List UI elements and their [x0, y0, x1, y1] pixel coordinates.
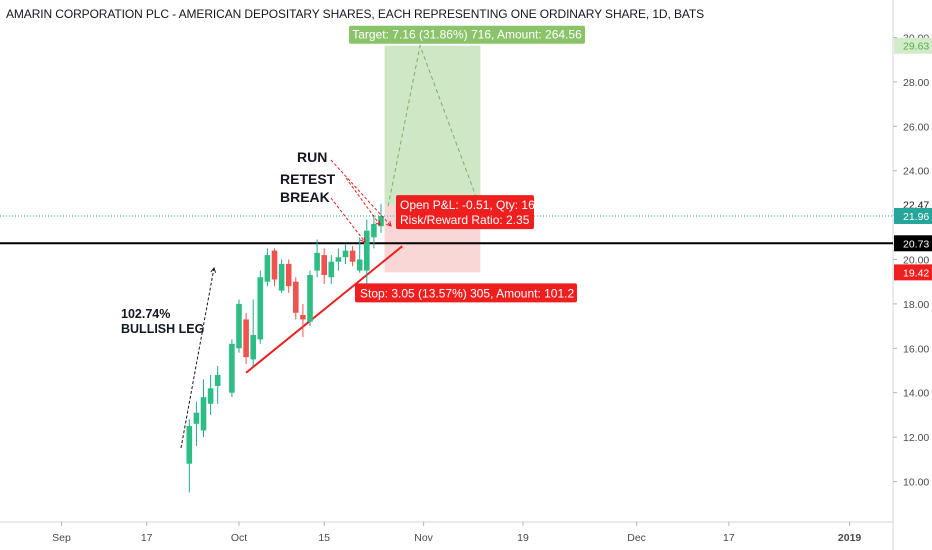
- price-label: 21.96: [903, 211, 929, 223]
- annotation-retest: RETEST: [280, 171, 336, 187]
- x-tick-label: Dec: [627, 532, 646, 544]
- price-label: 19.42: [903, 267, 929, 279]
- candle-body: [314, 252, 320, 271]
- x-tick-label: 15: [318, 532, 330, 544]
- annotation-break: BREAK: [280, 189, 330, 205]
- candle-body: [214, 374, 221, 387]
- x-tick-label: Oct: [231, 532, 247, 544]
- price-label-box: [894, 37, 932, 54]
- x-tick-label: Nov: [414, 532, 433, 544]
- y-tick-label: 28.00: [903, 77, 929, 89]
- candle-body: [300, 315, 306, 320]
- candle-body: [349, 250, 356, 262]
- candle-body: [378, 215, 384, 227]
- candle-body: [186, 426, 193, 464]
- x-tick-label: 17: [723, 532, 735, 544]
- candle-body: [257, 277, 264, 340]
- y-tick-label: 14.00: [903, 388, 929, 400]
- retest-arrow-head: [375, 219, 381, 226]
- open-pl-label: Open P&L: -0.51, Qty: 16: [400, 198, 535, 212]
- retest-arrow: [345, 177, 381, 226]
- chart-title: AMARIN CORPORATION PLC - AMERICAN DEPOSI…: [6, 7, 705, 21]
- pl-label-box: [396, 195, 534, 230]
- target-label-box: [349, 25, 585, 44]
- candle-body: [328, 261, 335, 278]
- candle-body: [236, 303, 242, 349]
- candle-body: [364, 230, 370, 271]
- annotation-bullish-pct: 102.74%: [121, 307, 170, 321]
- y-tick-label: 18.00: [903, 299, 929, 311]
- x-tick-label: 19: [517, 532, 529, 544]
- candle-body: [285, 263, 292, 287]
- y-tick-label: 12.00: [903, 432, 929, 444]
- candle-body: [193, 412, 200, 424]
- risk-reward-label: Risk/Reward Ratio: 2.35: [400, 213, 530, 227]
- y-tick-label: 26.00: [903, 121, 929, 133]
- candle-body: [271, 250, 278, 280]
- price-label: 29.63: [903, 41, 929, 53]
- y-tick-label: 16.00: [903, 343, 929, 355]
- break-arrow: [330, 197, 366, 243]
- candle-body: [371, 223, 377, 238]
- y-tick-label: 24.00: [903, 166, 929, 178]
- candle-body: [321, 255, 327, 276]
- target-zone: [384, 45, 481, 205]
- candle-body: [243, 319, 249, 358]
- x-tick-label: Sep: [52, 532, 71, 544]
- target-label: Target: 7.16 (31.86%) 716, Amount: 264.5…: [352, 28, 582, 42]
- price-label-box: [894, 235, 932, 252]
- price-label: 20.73: [903, 238, 929, 250]
- candle-body: [307, 275, 313, 322]
- candle-body: [278, 263, 285, 291]
- run-arrow-head: [386, 221, 392, 227]
- price-label-box: [894, 207, 932, 224]
- bullish-leg-arrow-head: [210, 266, 217, 273]
- candle-body: [207, 388, 214, 404]
- candle-body: [229, 343, 235, 393]
- stop-label: Stop: 3.05 (13.57%) 305, Amount: 101.2: [360, 286, 574, 300]
- y-tick-label: 10.00: [903, 477, 929, 489]
- projection-path: [387, 43, 481, 209]
- candle-body: [264, 255, 271, 282]
- stop-label-box: [355, 283, 577, 303]
- y-tick-label: 20.00: [903, 255, 929, 267]
- candle-body: [200, 397, 207, 431]
- break-arrow-head: [360, 236, 366, 243]
- candle-body: [293, 281, 299, 313]
- x-tick-label: 2019: [838, 532, 862, 544]
- candle-body: [356, 259, 363, 271]
- candle-body: [342, 250, 349, 258]
- candle-body: [250, 334, 256, 360]
- annotation-bullish-leg: BULLISH LEG: [121, 322, 204, 336]
- bullish-leg-arrow: [180, 267, 215, 449]
- x-tick-label: 17: [141, 532, 153, 544]
- trendline: [245, 245, 403, 374]
- price-label-box: [894, 264, 932, 281]
- candle-body: [335, 257, 342, 262]
- annotation-run: RUN: [297, 149, 327, 165]
